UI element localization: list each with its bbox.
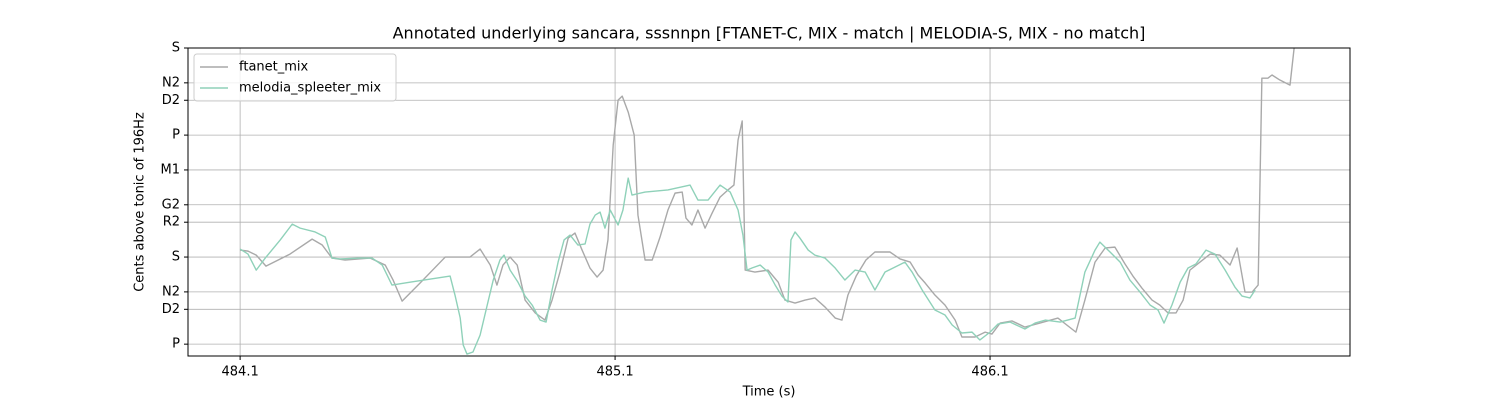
y-tick-label: G2: [162, 197, 180, 212]
plot-lines: [239, 48, 1295, 355]
y-axis-label: Cents above tonic of 196Hz: [133, 112, 148, 292]
legend-label: ftanet_mix: [239, 60, 309, 75]
x-tick-label: 484.1: [222, 365, 259, 380]
y-tick-label: N2: [162, 284, 180, 299]
y-tick-label: S: [172, 250, 180, 265]
plot-frame: [187, 47, 1351, 357]
y-tick-label: M1: [161, 162, 181, 177]
chart-title: Annotated underlying sancara, sssnnpn [F…: [393, 24, 1146, 43]
y-tick-label: S: [172, 41, 180, 56]
y-tick-label: N2: [162, 75, 180, 90]
x-axis-label: Time (s): [742, 385, 796, 400]
y-tick-label: D2: [162, 93, 180, 108]
y-tick-label: R2: [163, 215, 180, 230]
legend-box: [193, 53, 397, 102]
y-tick-label: D2: [162, 302, 180, 317]
series-line: [240, 48, 1295, 338]
x-tick-label: 486.1: [971, 365, 1008, 380]
grid: [188, 47, 1350, 356]
legend-label: melodia_spleeter_mix: [239, 81, 381, 96]
legend: ftanet_mix melodia_spleeter_mix: [193, 53, 397, 102]
y-tick-label: P: [172, 128, 180, 143]
y-tick-label: P: [172, 337, 180, 352]
series-line: [239, 177, 1256, 355]
x-tick-label: 485.1: [596, 365, 633, 380]
